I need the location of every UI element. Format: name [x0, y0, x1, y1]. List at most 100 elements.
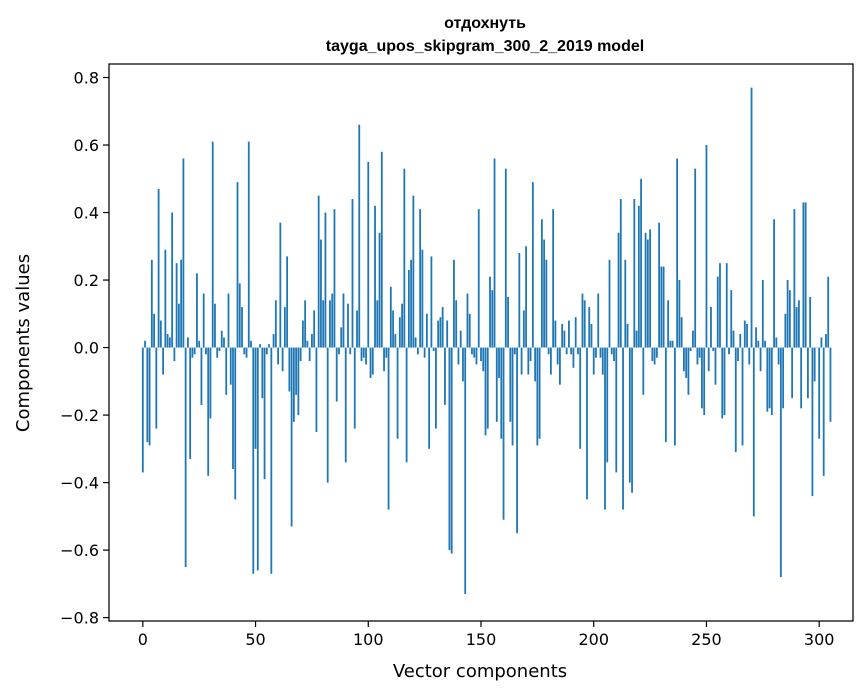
- bar-303: [825, 334, 827, 348]
- bar-259: [725, 263, 728, 348]
- bar-190: [570, 347, 573, 355]
- bar-27: [202, 293, 205, 348]
- bar-60: [277, 347, 279, 365]
- bar-148: [475, 347, 478, 365]
- bar-123: [419, 209, 422, 348]
- bar-122: [416, 347, 419, 355]
- bar-267: [743, 320, 746, 348]
- y-tick-label: −0.6: [60, 541, 99, 560]
- bar-200: [592, 347, 595, 375]
- bar-143: [464, 347, 467, 594]
- bar-194: [579, 347, 582, 449]
- bar-4: [150, 259, 153, 348]
- bar-278: [768, 347, 771, 409]
- bar-29: [207, 347, 210, 476]
- y-tick-label: −0.2: [60, 406, 99, 425]
- bar-225: [649, 229, 651, 348]
- bar-175: [536, 347, 539, 446]
- bar-171: [527, 347, 530, 375]
- bar-74: [308, 347, 311, 362]
- bar-248: [701, 347, 703, 409]
- bar-264: [737, 347, 739, 362]
- bar-166: [516, 347, 518, 534]
- bar-247: [698, 347, 701, 358]
- bar-254: [714, 347, 717, 385]
- bar-76: [313, 310, 316, 348]
- bar-157: [495, 347, 498, 422]
- bar-17: [180, 259, 183, 348]
- bar-30: [209, 347, 212, 419]
- bar-108: [385, 347, 388, 358]
- bar-289: [793, 209, 796, 348]
- bar-231: [662, 266, 665, 348]
- bar-224: [646, 239, 649, 348]
- bar-87: [338, 347, 340, 355]
- bar-275: [761, 280, 764, 348]
- bar-294: [804, 202, 807, 348]
- bar-233: [667, 300, 670, 348]
- bar-62: [281, 347, 284, 372]
- bar-260: [728, 347, 730, 355]
- bar-277: [766, 347, 769, 412]
- bar-11: [166, 334, 169, 348]
- bar-120: [412, 195, 415, 348]
- bar-118: [407, 269, 410, 348]
- y-tick-label: 0.2: [74, 271, 99, 290]
- bar-300: [818, 347, 821, 439]
- bar-266: [741, 347, 744, 446]
- bar-45: [243, 347, 246, 355]
- bar-51: [256, 347, 259, 571]
- bar-2: [146, 347, 149, 443]
- bar-146: [471, 347, 473, 355]
- bar-268: [746, 323, 748, 348]
- bar-119: [410, 259, 413, 348]
- plot-area-frame: [108, 63, 854, 622]
- bar-106: [380, 151, 383, 348]
- bar-287: [788, 290, 791, 348]
- bar-201: [595, 347, 597, 358]
- bar-218: [633, 199, 636, 348]
- bar-130: [435, 347, 437, 429]
- bar-58: [272, 334, 275, 348]
- bar-226: [651, 347, 654, 362]
- bar-221: [640, 178, 642, 348]
- bar-42: [236, 182, 239, 348]
- bar-198: [588, 307, 591, 348]
- y-axis-ticks: −0.8 −0.6 −0.4 −0.2 0.0 0.2 0.4 0.6 0.8: [60, 69, 109, 628]
- bar-184: [556, 347, 559, 365]
- bar-50: [254, 347, 257, 449]
- bar-124: [421, 249, 424, 348]
- bar-24: [196, 273, 198, 348]
- bar-255: [716, 276, 719, 348]
- bar-245: [694, 168, 697, 348]
- bar-298: [813, 347, 816, 382]
- bar-8: [159, 320, 162, 348]
- bar-81: [324, 212, 327, 348]
- bar-164: [511, 347, 514, 446]
- bar-210: [615, 347, 618, 473]
- bar-66: [290, 347, 293, 527]
- bar-213: [622, 347, 624, 510]
- bar-296: [809, 296, 812, 348]
- bar-14: [173, 347, 176, 362]
- bar-128: [430, 256, 433, 348]
- bar-31: [211, 141, 214, 348]
- bar-21: [189, 347, 192, 459]
- x-tick-label: 250: [691, 630, 722, 649]
- bar-68: [295, 347, 298, 395]
- bar-56: [268, 344, 270, 348]
- bar-112: [394, 334, 397, 348]
- bar-176: [538, 347, 541, 439]
- bar-138: [453, 259, 455, 348]
- bar-262: [732, 330, 735, 348]
- bar-160: [502, 347, 505, 520]
- bar-18: [182, 158, 185, 348]
- bar-52: [259, 344, 261, 348]
- bar-48: [250, 340, 252, 348]
- bar-154: [489, 276, 491, 348]
- bar-36: [223, 337, 225, 348]
- bar-127: [428, 347, 431, 449]
- bar-16: [177, 303, 180, 348]
- bar-49: [252, 347, 255, 574]
